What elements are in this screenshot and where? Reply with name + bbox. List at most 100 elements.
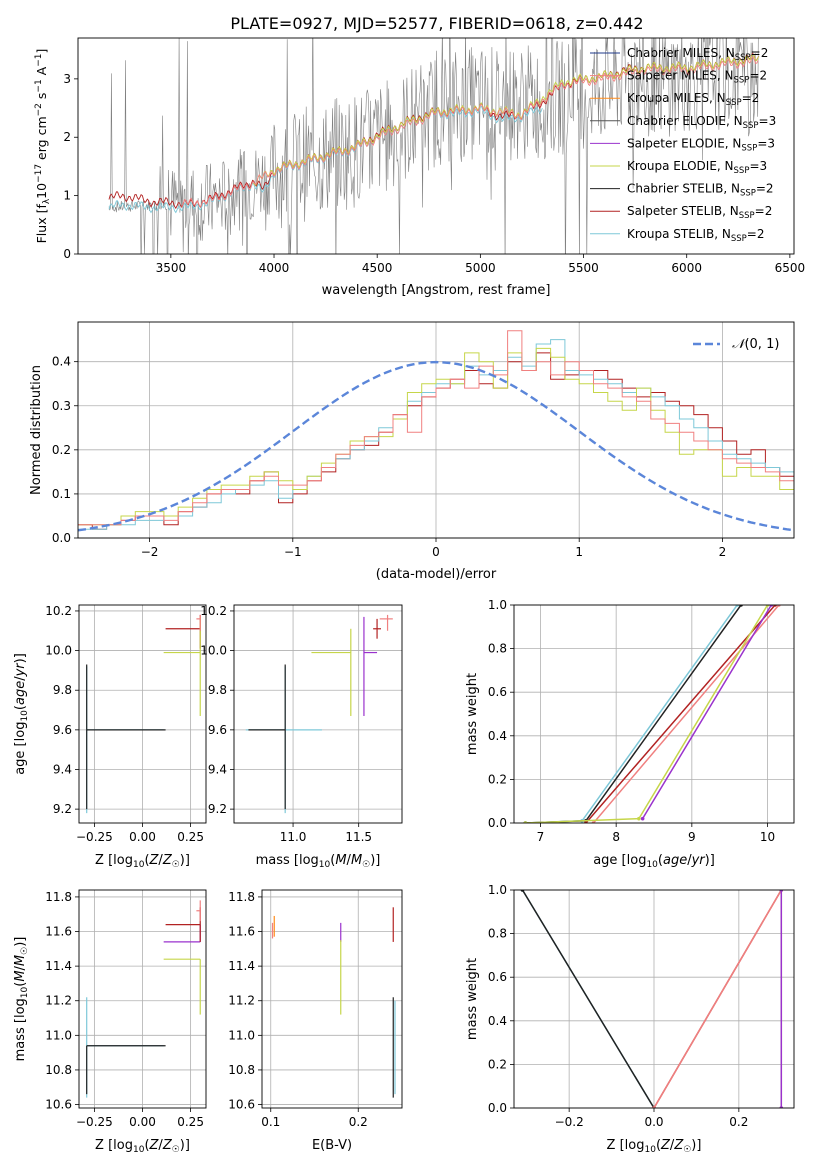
y-tick-label: 3 <box>63 72 71 86</box>
residuals-ylabel: Normed distribution <box>29 365 44 495</box>
cum_mass_Z-ylabel: mass weight <box>465 958 480 1040</box>
y-tick-label: 0.3 <box>52 399 71 413</box>
y-tick-label: 11.4 <box>45 959 72 973</box>
x-tick-label: 11.0 <box>280 830 307 844</box>
y-tick-label: 10.6 <box>45 1098 72 1112</box>
x-tick-label: 0.00 <box>129 830 156 844</box>
age_vs_Z-ylabel: age [log10(age/yr)] <box>13 653 30 775</box>
y-tick-label: 0.6 <box>488 970 507 984</box>
legend-entry-salpeter-miles: Salpeter MILES, NSSP=2 <box>627 69 767 86</box>
spectrum-axes: 3500 4000 4500 5000 5500 6000 6500 0 1 2 3 <box>63 72 805 275</box>
legend-entry-kroupa-stelib: Kroupa STELIB, NSSP=2 <box>627 227 765 244</box>
legend-entry-salpeter-stelib: Salpeter STELIB, NSSP=2 <box>627 204 772 221</box>
hist-kroupa-stelib-step <box>78 339 794 530</box>
y-tick-label: 11.2 <box>228 994 255 1008</box>
x-tick-label: −1 <box>284 545 302 559</box>
y-tick-label: 0.1 <box>52 487 71 501</box>
x-tick-label: −2 <box>141 545 159 559</box>
spectrum-legend: Chabrier MILES, NSSP=2 Salpeter MILES, NS… <box>590 46 776 244</box>
residuals-frame <box>77 321 795 539</box>
y-tick-label: 9.6 <box>53 723 72 737</box>
y-tick-label: 9.8 <box>53 683 72 697</box>
cum_mass_age-frame <box>513 604 795 824</box>
x-tick-label: 0.1 <box>261 1115 280 1129</box>
x-tick-label: 6000 <box>671 261 702 275</box>
normal-curve-line <box>78 360 794 532</box>
mass_vs_Z-plot <box>86 900 201 1098</box>
x-tick-label: −0.25 <box>76 1115 113 1129</box>
mass_vs_Z-ylabel: mass [log10(M/M☉)] <box>13 937 30 1062</box>
residuals-axes: −2 −1 0 1 2 0.0 0.1 0.2 0.3 0.4 <box>52 322 794 559</box>
residuals-xlabel: (data-model)/error <box>376 567 497 582</box>
y-tick-label: 0.4 <box>488 1014 507 1028</box>
cum-salpeter-miles-line <box>592 605 780 823</box>
mass_vs_EBV-xlabel: E(B-V) <box>312 1138 352 1153</box>
x-tick-label: 5500 <box>568 261 599 275</box>
legend-entry-salpeter-elodie: Salpeter ELODIE, NSSP=3 <box>627 136 775 153</box>
x-tick-label: −0.2 <box>555 1115 584 1129</box>
y-tick-label: 10.0 <box>200 644 227 658</box>
x-tick-label: 1 <box>575 545 583 559</box>
x-tick-label: 0.25 <box>177 830 204 844</box>
y-tick-label: 9.2 <box>208 802 227 816</box>
y-tick-label: 0.4 <box>488 729 507 743</box>
cum_mass_Z-axes: −0.2 0.0 0.2 0.0 0.2 0.4 0.6 0.8 1.0 <box>488 883 794 1129</box>
normal-legend-label: 𝒩(0, 1) <box>732 337 779 352</box>
mass_vs_EBV-axes: 0.1 0.2 10.6 10.8 11.0 11.2 11.4 11.6 11.8 <box>228 890 402 1129</box>
figure-title: PLATE=0927, MJD=52577, FIBERID=0618, z=0… <box>230 14 643 33</box>
y-tick-label: 0.4 <box>52 355 71 369</box>
y-tick-label: 0.0 <box>52 531 71 545</box>
y-tick-label: 9.2 <box>53 802 72 816</box>
x-tick-label: 0.0 <box>644 1115 663 1129</box>
x-tick-label: 11.5 <box>345 830 372 844</box>
mass_vs_Z-frame <box>78 889 207 1109</box>
x-tick-label: 0.25 <box>177 1115 204 1129</box>
cum_mass_age-xlabel: age [log10(age/yr)] <box>593 853 715 870</box>
y-tick-label: 11.2 <box>45 994 72 1008</box>
spectrum-frame <box>77 37 795 255</box>
x-tick-label: −0.25 <box>76 830 113 844</box>
y-tick-label: 10.2 <box>200 604 227 618</box>
age_vs_Z-frame <box>78 604 207 824</box>
x-tick-label: 7 <box>537 830 545 844</box>
legend-entry-chabrier-stelib: Chabrier STELIB, NSSP=2 <box>627 182 774 199</box>
y-tick-label: 9.4 <box>208 762 227 776</box>
y-tick-label: 0.0 <box>488 1101 507 1115</box>
y-tick-label: 0.2 <box>488 1057 507 1071</box>
y-tick-label: 1 <box>63 189 71 203</box>
legend-entry-kroupa-miles: Kroupa MILES, NSSP=2 <box>627 91 759 108</box>
y-tick-label: 10.0 <box>45 644 72 658</box>
y-tick-label: 0.8 <box>488 927 507 941</box>
cum-salpeter-stelib-line <box>585 605 776 823</box>
age_vs_Z-plot <box>86 614 201 814</box>
model-salpeter-miles-line <box>180 56 759 208</box>
cum-salpeter-elodie-marker <box>640 816 645 821</box>
spectrum-xlabel: wavelength [Angstrom, rest frame] <box>322 283 551 298</box>
y-tick-label: 9.4 <box>53 762 72 776</box>
age_vs_mass-xlabel: mass [log10(M/M☉)] <box>256 853 381 870</box>
age_vs_Z-xlabel: Z [log10(Z/Z☉)] <box>95 853 190 870</box>
cum_mass_Z-frame <box>513 889 795 1109</box>
y-tick-label: 2 <box>63 130 71 144</box>
y-tick-label: 0.2 <box>488 772 507 786</box>
spectrum-ylabel: Flux [fλ10−17 erg cm−2 s−1 A−1] <box>34 49 52 244</box>
y-tick-label: 11.4 <box>228 959 255 973</box>
y-tick-label: 0.8 <box>488 642 507 656</box>
x-tick-label: 6500 <box>775 261 806 275</box>
y-tick-label: 1.0 <box>488 883 507 897</box>
y-tick-label: 0.2 <box>52 443 71 457</box>
legend-entry-chabrier-elodie: Chabrier ELODIE, NSSP=3 <box>627 114 776 131</box>
spectrum-plot <box>108 38 760 254</box>
data-spectrum-line <box>108 38 759 254</box>
x-tick-label: 0.00 <box>129 1115 156 1129</box>
mass_vs_Z-axes: −0.25 0.00 0.25 10.6 10.8 11.0 11.2 11.4 11.6 11.… <box>45 890 206 1129</box>
x-tick-label: 5000 <box>465 261 496 275</box>
legend-entry-chabrier-miles: Chabrier MILES, NSSP=2 <box>627 46 768 63</box>
model-kroupa-elodie-line <box>253 53 759 186</box>
cum_mass_age-ylabel: mass weight <box>465 673 480 755</box>
x-tick-label: 2 <box>719 545 727 559</box>
y-tick-label: 11.0 <box>228 1028 255 1042</box>
y-tick-label: 11.6 <box>228 925 255 939</box>
hist-salpeter-miles-step <box>78 330 794 526</box>
